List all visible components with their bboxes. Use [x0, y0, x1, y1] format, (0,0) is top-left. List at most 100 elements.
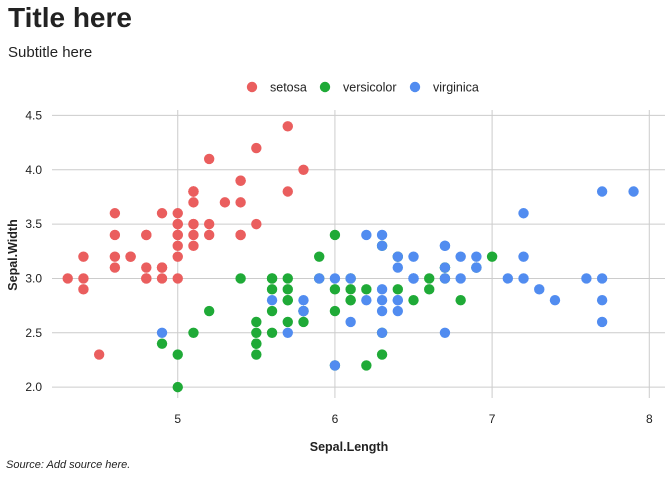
- y-tick-label: 4.0: [25, 163, 42, 177]
- versicolor-point: [282, 284, 293, 295]
- chart-subtitle: Subtitle here: [8, 44, 93, 61]
- setosa-point: [125, 251, 136, 262]
- versicolor-point: [251, 338, 262, 349]
- virginica-point: [298, 294, 309, 306]
- virginica-point: [329, 273, 341, 284]
- virginica-point: [376, 305, 388, 317]
- setosa-point: [282, 186, 293, 197]
- virginica-point: [408, 273, 419, 284]
- versicolor-point: [282, 273, 293, 284]
- setosa-point: [282, 121, 293, 132]
- versicolor-point: [156, 338, 168, 349]
- setosa-point: [235, 197, 246, 208]
- virginica-point: [376, 284, 388, 295]
- legend-label-setosa: setosa: [270, 81, 307, 95]
- versicolor-point: [266, 273, 278, 284]
- virginica-point: [361, 294, 372, 306]
- y-tick-label: 3.0: [25, 271, 42, 285]
- versicolor-point: [345, 284, 356, 295]
- virginica-point: [298, 305, 309, 317]
- setosa-point: [219, 197, 231, 208]
- versicolor-point: [266, 284, 278, 295]
- versicolor-point: [266, 305, 278, 317]
- versicolor-point: [408, 294, 419, 306]
- virginica-point: [518, 208, 529, 219]
- versicolor-point: [282, 316, 293, 328]
- versicolor-point: [314, 251, 325, 262]
- chart-caption: Source: Add source here.: [6, 459, 131, 471]
- versicolor-point: [329, 284, 341, 295]
- setosa-point: [141, 262, 152, 273]
- virginica-point: [376, 240, 388, 252]
- virginica-point: [471, 262, 482, 273]
- legend-label-versicolor: versicolor: [343, 81, 397, 95]
- setosa-point: [203, 153, 215, 165]
- virginica-point: [628, 186, 639, 197]
- x-tick-label: 7: [489, 412, 496, 426]
- setosa-point: [141, 229, 152, 241]
- y-axis-title: Sepal.Width: [6, 219, 20, 290]
- setosa-point: [203, 229, 215, 241]
- setosa-point: [62, 273, 73, 284]
- virginica-point: [392, 262, 403, 273]
- setosa-point: [188, 197, 199, 208]
- versicolor-point: [329, 229, 341, 241]
- setosa-point: [172, 273, 183, 284]
- versicolor-point: [188, 327, 199, 338]
- versicolor-point: [424, 273, 435, 284]
- legend: setosa versicolor virginica: [246, 81, 479, 95]
- setosa-point: [172, 229, 183, 241]
- virginica-point: [471, 251, 482, 262]
- setosa-point: [156, 208, 168, 219]
- setosa-point: [235, 175, 246, 186]
- virginica-point: [596, 294, 608, 306]
- setosa-point: [298, 164, 309, 175]
- versicolor-point: [251, 349, 262, 360]
- versicolor-point: [345, 294, 356, 306]
- versicolor-point: [172, 349, 183, 360]
- versicolor-point: [203, 305, 215, 317]
- legend-key-setosa: [246, 81, 258, 93]
- setosa-point: [78, 284, 89, 295]
- virginica-point: [345, 316, 356, 328]
- setosa-point: [203, 218, 215, 230]
- setosa-point: [109, 251, 121, 262]
- setosa-point: [109, 229, 121, 241]
- versicolor-point: [392, 284, 403, 295]
- virginica-point: [314, 273, 325, 284]
- x-axis: 5 6 7 8: [174, 412, 653, 426]
- virginica-point: [596, 186, 608, 197]
- chart-title: Title here: [8, 2, 132, 33]
- data-points: [62, 121, 639, 393]
- setosa-point: [188, 186, 199, 197]
- setosa-point: [109, 208, 121, 219]
- setosa-point: [93, 349, 105, 360]
- grid: [52, 110, 665, 398]
- virginica-point: [361, 229, 372, 241]
- setosa-point: [156, 262, 168, 273]
- virginica-point: [581, 273, 592, 284]
- versicolor-point: [486, 251, 498, 262]
- virginica-point: [392, 251, 403, 262]
- x-tick-label: 6: [332, 412, 339, 426]
- setosa-point: [109, 262, 121, 273]
- setosa-point: [188, 218, 199, 230]
- virginica-point: [502, 273, 514, 284]
- y-tick-label: 2.5: [25, 326, 42, 340]
- versicolor-point: [282, 294, 293, 306]
- versicolor-point: [251, 327, 262, 338]
- virginica-point: [329, 360, 341, 371]
- setosa-point: [188, 240, 199, 252]
- setosa-point: [188, 229, 199, 241]
- y-tick-label: 2.0: [25, 380, 42, 394]
- versicolor-point: [235, 273, 246, 284]
- virginica-point: [455, 273, 466, 284]
- versicolor-point: [361, 284, 372, 295]
- setosa-point: [172, 208, 183, 219]
- virginica-point: [518, 251, 529, 262]
- virginica-point: [266, 294, 278, 306]
- virginica-point: [455, 251, 466, 262]
- virginica-point: [439, 262, 451, 273]
- virginica-point: [439, 327, 451, 338]
- virginica-point: [282, 327, 293, 338]
